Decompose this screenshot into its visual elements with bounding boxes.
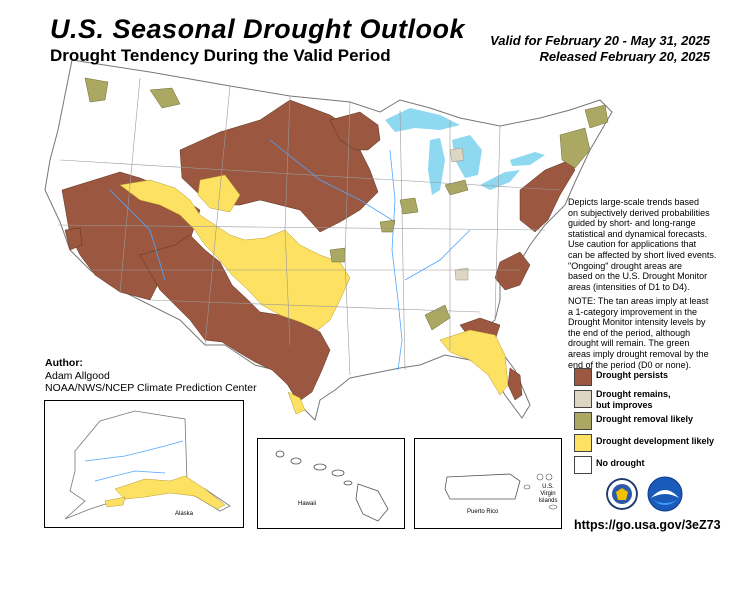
legend-item-removal: Drought removal likely (574, 412, 744, 430)
commerce-seal-icon (606, 478, 638, 510)
description-line: based on the U.S. Drought Monitor (568, 271, 708, 282)
legend-label: Drought removal likely (596, 414, 694, 424)
note-line: areas imply drought removal by the (568, 348, 709, 359)
hawaii-label: Hawaii (298, 501, 317, 507)
author-label: Author: (45, 357, 83, 369)
author-name: Adam Allgood (45, 369, 110, 382)
great-lake-michigan (428, 138, 445, 195)
legend-swatch (574, 368, 592, 386)
description-line: "Ongoing" drought areas are (568, 260, 682, 271)
legend-item-development: Drought development likely (574, 434, 744, 452)
description-line: guided by short- and long-range (568, 218, 696, 229)
author-block: Author: Adam Allgood NOAA/NWS/NCEP Clima… (45, 357, 257, 395)
legend-label-line: Drought remains, (596, 389, 671, 399)
description-line: areas (intensities of D1 to D4). (568, 281, 690, 292)
legend-swatch (574, 456, 592, 474)
alaska-label: Alaska (175, 511, 194, 517)
drought-improves-areas (449, 147, 469, 281)
legend-item-persists: Drought persists (574, 368, 744, 386)
usvi-label-line: U.S. Virgin (540, 484, 556, 497)
legend-label: Drought persists (596, 370, 669, 380)
great-lake-ontario (510, 152, 545, 166)
page-subtitle: Drought Tendency During the Valid Period (50, 46, 391, 65)
legend-label: Drought development likely (596, 436, 715, 446)
legend-label-line: but improves (596, 399, 653, 410)
valid-dates: Valid for February 20 - May 31, 2025 Rel… (490, 33, 710, 65)
great-lake-superior (385, 108, 460, 132)
author-org: NOAA/NWS/NCEP Climate Prediction Center (45, 382, 257, 394)
rivers (109, 139, 471, 371)
note-line: NOTE: The tan areas imply at least (568, 296, 709, 306)
note-line: end of the period (D0 or none). (568, 359, 692, 370)
legend-item-none: No drought (574, 456, 744, 474)
legend-label: No drought (596, 458, 645, 468)
note-line: drought will remain. The green (568, 338, 690, 349)
legend-label: Drought remains, but improves (596, 389, 671, 410)
drought-removal-areas (84, 77, 609, 331)
hawaii-map (275, 450, 389, 522)
puerto-rico-label: Puerto Rico (467, 509, 499, 515)
description-line: can be affected by short lived events. (568, 249, 717, 260)
usvi-label-line: Islands (538, 498, 558, 504)
alaska-map (64, 410, 231, 520)
great-lake-erie (480, 170, 520, 190)
drought-development-areas (119, 174, 509, 415)
note-line: a 1-category improvement in the (568, 306, 698, 317)
puerto-rico-map (444, 473, 558, 510)
usvi-label: U.S. Virgin Islands (535, 484, 561, 505)
alaska-inset: Alaska (44, 400, 244, 528)
note-line: the end of the period, although (568, 327, 691, 338)
release-date: Released February 20, 2025 (539, 49, 710, 64)
legend-swatch (574, 434, 592, 452)
legend-swatch (574, 390, 592, 408)
description-text: Depicts large-scale trends based on subj… (568, 197, 733, 292)
note-text: NOTE: The tan areas imply at least a 1-c… (568, 296, 733, 370)
valid-period: Valid for February 20 - May 31, 2025 (490, 33, 710, 48)
description-line: Use caution for applications that (568, 239, 697, 250)
description-line: Depicts large-scale trends based (568, 197, 700, 207)
great-lake-huron (452, 135, 482, 178)
page-title: U.S. Seasonal Drought Outlook (50, 14, 466, 44)
source-link[interactable]: https://go.usa.gov/3eZ73 (574, 518, 721, 532)
legend-item-improves: Drought remains, but improves (574, 389, 744, 410)
hawaii-inset: Hawaii (257, 438, 405, 529)
puerto-rico-inset: Puerto Rico U.S. Virgin Islands (414, 438, 562, 529)
description-line: on subjectively derived probabilities (568, 207, 710, 218)
noaa-logo-icon (647, 476, 683, 512)
note-line: Drought Monitor intensity levels by (568, 317, 706, 328)
legend-swatch (574, 412, 592, 430)
description-line: statistical and dynamical forecasts. (568, 228, 708, 239)
